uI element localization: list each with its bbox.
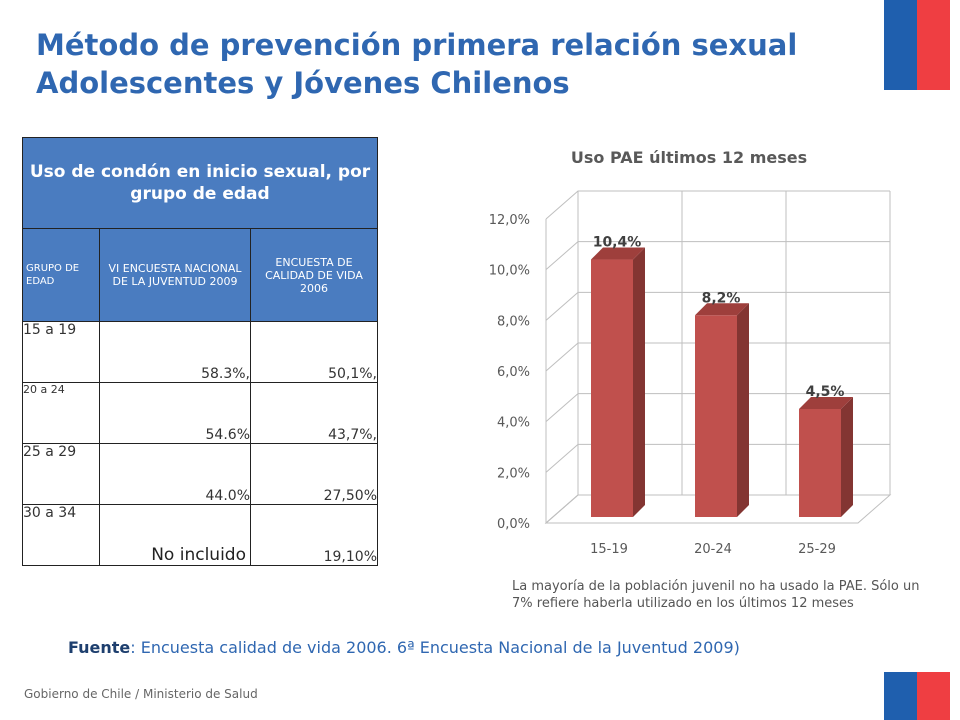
table-row: 15 a 19 58.3%, 50,1%,	[22, 321, 378, 383]
source-note: Fuente: Encuesta calidad de vida 2006. 6…	[68, 638, 740, 657]
slide-title: Método de prevención primera relación se…	[36, 26, 876, 102]
title-line-1: Método de prevención primera relación se…	[36, 28, 798, 62]
table-row: 25 a 29 44.0% 27,50%	[22, 443, 378, 505]
source-label: Fuente	[68, 638, 131, 657]
column-header-2009: VI ENCUESTA NACIONAL DE LA JUVENTUD 2009	[99, 228, 251, 322]
bar-side	[737, 303, 749, 517]
x-tick-label: 25-29	[798, 542, 836, 557]
chart-footnote: La mayoría de la población juvenil no ha…	[512, 579, 920, 611]
table-title: Uso de condón en inicio sexual, por grup…	[22, 137, 378, 229]
bar-front	[695, 315, 737, 517]
flag-logo-bottom	[884, 672, 950, 720]
bar-side	[841, 397, 853, 517]
age-group-cell: 15 a 19	[22, 321, 100, 383]
age-group-cell: 25 a 29	[22, 443, 100, 505]
y-tick-label: 4,0%	[497, 416, 530, 431]
data-label: 8,2%	[702, 290, 741, 306]
value-2009-cell: 54.6%	[99, 382, 251, 444]
footer-ministry: Gobierno de Chile / Ministerio de Salud	[24, 687, 258, 701]
y-tick-label: 8,0%	[497, 314, 530, 329]
value-2009-cell: 44.0%	[99, 443, 251, 505]
y-tick-label: 2,0%	[497, 466, 530, 481]
data-label: 4,5%	[806, 384, 845, 400]
y-tick-label: 0,0%	[497, 517, 530, 532]
value-2006-cell: 43,7%,	[250, 382, 378, 444]
age-group-cell: 30 a 34	[22, 504, 100, 566]
column-header-2006: ENCUESTA DE CALIDAD DE VIDA 2006	[250, 228, 378, 322]
condom-use-table: Uso de condón en inicio sexual, por grup…	[22, 137, 378, 566]
y-tick-label: 12,0%	[489, 213, 530, 228]
bar-front	[591, 259, 633, 517]
source-text: : Encuesta calidad de vida 2006. 6ª Encu…	[130, 638, 740, 657]
bar-side	[633, 247, 645, 517]
bar-top	[591, 247, 645, 260]
bar-top	[695, 303, 749, 316]
gridline	[545, 190, 890, 220]
x-tick-label: 15-19	[590, 542, 628, 557]
value-2009-cell: 58.3%,	[99, 321, 251, 383]
x-tick-label: 20-24	[694, 542, 732, 557]
value-2006-cell: 50,1%,	[250, 321, 378, 383]
value-2006-cell: 27,50%	[250, 443, 378, 505]
bar-front	[799, 409, 841, 517]
table-row: 30 a 34 No incluido 19,10%	[22, 504, 378, 566]
value-2006-cell: 19,10%	[250, 504, 378, 566]
table-row: 20 a 24 54.6% 43,7%,	[22, 382, 378, 444]
age-group-cell: 20 a 24	[22, 382, 100, 444]
data-label: 10,4%	[593, 235, 642, 251]
column-header-group: GRUPO DE EDAD	[22, 228, 100, 322]
flag-logo-top	[884, 0, 950, 90]
y-tick-label: 6,0%	[497, 365, 530, 380]
y-tick-label: 10,0%	[489, 264, 530, 279]
title-line-2: Adolescentes y Jóvenes Chilenos	[36, 66, 570, 100]
chart-title: Uso PAE últimos 12 meses	[571, 148, 807, 167]
pae-bar-chart: Uso PAE últimos 12 meses 0,0% 2,0% 4,0% 6,0%…	[489, 148, 892, 557]
value-2009-cell: No incluido	[99, 504, 251, 566]
bar-top	[799, 397, 853, 409]
